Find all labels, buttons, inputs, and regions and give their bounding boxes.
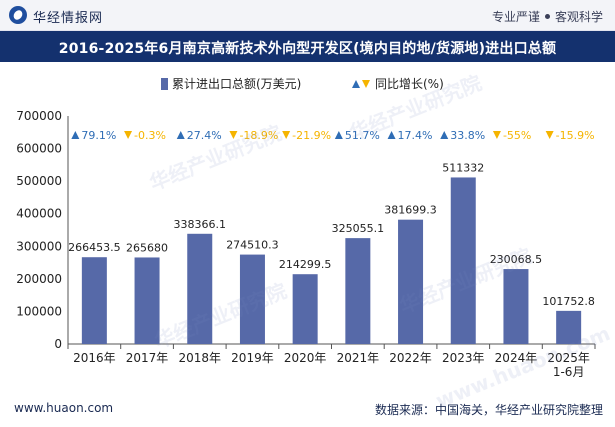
bar	[450, 177, 476, 344]
yoy-up-triangle-icon	[71, 131, 80, 139]
bar-value-label: 338366.1	[174, 218, 227, 231]
x-tick-label: 2017年	[126, 351, 169, 365]
yoy-value-label: 79.1%	[81, 129, 116, 142]
yoy-up-triangle-icon	[176, 131, 185, 139]
bar-value-label: 274510.3	[226, 239, 279, 252]
bar	[239, 254, 265, 344]
yoy-value-label: 51.7%	[345, 129, 380, 142]
bar-value-label: 101752.8	[542, 295, 595, 308]
bar-value-label: 325055.1	[332, 222, 385, 235]
footer-website-link[interactable]: www.huaon.com	[14, 401, 114, 415]
bar	[292, 274, 318, 344]
tagline-objective: 客观科学	[554, 10, 603, 24]
bar-value-label: 230068.5	[490, 253, 543, 266]
x-tick-label: 1-6月	[553, 365, 585, 379]
x-tick-label: 2020年	[284, 351, 327, 365]
yoy-value-label: 27.4%	[187, 129, 222, 142]
y-tick-label: 600000	[16, 142, 62, 156]
legend-label-total: 累计进出口总额(万美元)	[172, 77, 301, 91]
yoy-value-label: -18.9%	[239, 129, 278, 142]
yoy-down-triangle-icon	[492, 131, 501, 139]
yoy-value-label: -55%	[503, 129, 531, 142]
yoy-down-triangle-icon	[545, 131, 554, 139]
y-tick-label: 0	[54, 337, 62, 351]
legend-swatch-total	[161, 78, 168, 90]
x-tick-label: 2018年	[178, 351, 221, 365]
tagline: 专业严谨 客观科学	[492, 8, 603, 25]
bar-value-label: 265680	[126, 241, 168, 254]
bar-value-label: 266453.5	[68, 241, 121, 254]
bar	[134, 257, 160, 344]
title-bar: 2016-2025年6月南京高新技术外向型开发区(境内目的地/货源地)进出口总额	[0, 31, 615, 62]
top-bar: 华经情报网 专业严谨 客观科学	[0, 0, 615, 31]
yoy-value-label: -0.3%	[134, 129, 166, 142]
y-tick-label: 100000	[16, 304, 62, 318]
bar-value-label: 214299.5	[279, 258, 332, 271]
y-tick-label: 300000	[16, 239, 62, 253]
x-tick-label: 2016年	[73, 351, 116, 365]
yoy-value-label: 17.4%	[398, 129, 433, 142]
x-tick-label: 2025年	[547, 351, 590, 365]
footer-data-source: 数据来源：中国海关，华经产业研究院整理	[374, 403, 603, 417]
yoy-down-triangle-icon	[124, 131, 133, 139]
x-tick-label: 2024年	[495, 351, 538, 365]
y-tick-label: 200000	[16, 272, 62, 286]
bar	[503, 269, 529, 344]
bar	[345, 238, 371, 344]
bar	[187, 233, 213, 344]
legend-label-yoy: 同比增长(%)	[375, 77, 444, 91]
x-tick-label: 2022年	[389, 351, 432, 365]
x-tick-label: 2023年	[442, 351, 485, 365]
yoy-value-label: -15.9%	[556, 129, 595, 142]
yoy-up-triangle-icon	[387, 131, 396, 139]
chart-title: 2016-2025年6月南京高新技术外向型开发区(境内目的地/货源地)进出口总额	[58, 41, 557, 57]
bar-chart: 累计进出口总额(万美元) 同比增长(%) 0 100000 200000 300000 40…	[16, 77, 596, 379]
tagline-professional: 专业严谨	[491, 10, 540, 24]
legend-up-triangle-icon	[352, 80, 360, 88]
y-tick-label: 400000	[16, 207, 62, 221]
yoy-value-label: -21.9%	[292, 129, 331, 142]
yoy-down-triangle-icon	[229, 131, 238, 139]
legend-down-triangle-icon	[362, 80, 370, 88]
bullet-dot-icon	[544, 14, 550, 19]
yoy-up-triangle-icon	[440, 131, 449, 139]
yoy-down-triangle-icon	[282, 131, 291, 139]
bar	[556, 310, 582, 344]
y-tick-label: 700000	[16, 109, 62, 123]
y-tick-label: 500000	[16, 174, 62, 188]
brand-name: 华经情报网	[33, 11, 104, 26]
bar-value-label: 511332	[442, 161, 484, 174]
yoy-value-label: 33.8%	[450, 129, 485, 142]
bar	[398, 219, 424, 344]
bar	[81, 257, 107, 344]
bar-value-label: 381699.3	[384, 204, 437, 217]
yoy-up-triangle-icon	[334, 131, 343, 139]
x-tick-label: 2019年	[231, 351, 274, 365]
huajing-logo-icon	[9, 6, 27, 24]
x-tick-label: 2021年	[337, 351, 380, 365]
